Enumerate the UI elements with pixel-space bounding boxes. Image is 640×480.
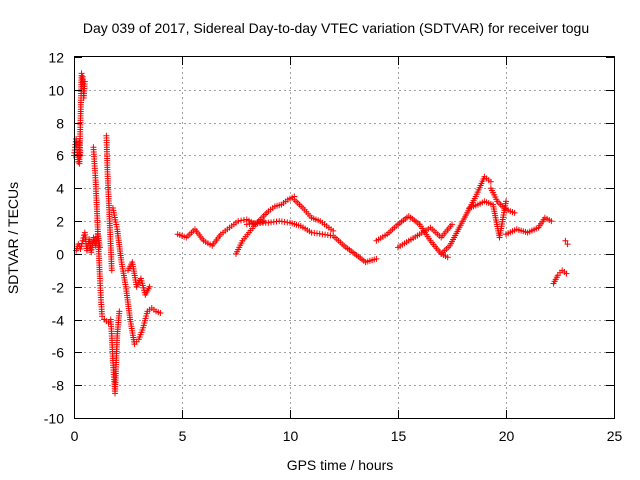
x-tick-label: 25: [607, 428, 623, 444]
data-point: [548, 218, 555, 225]
data-point: [99, 313, 106, 320]
ticks: [74, 57, 615, 419]
data-point: [146, 283, 153, 290]
y-tick-label: 0: [56, 247, 64, 263]
y-tick-label: 6: [56, 148, 64, 164]
chart-title: Day 039 of 2017, Sidereal Day-to-day VTE…: [83, 20, 589, 36]
y-tick-labels: -10 -8 -6 -4 -2 0 2 4 6 8 10 12: [44, 50, 64, 427]
y-tick-label: -2: [52, 280, 65, 296]
y-tick-label: -8: [52, 378, 65, 394]
data-point: [108, 267, 115, 274]
x-tick-label: 0: [71, 428, 79, 444]
y-tick-label: 12: [48, 50, 64, 66]
data-point: [81, 78, 88, 85]
data-point: [503, 198, 509, 205]
points: [71, 70, 571, 397]
data-point: [449, 221, 455, 228]
data-point: [240, 216, 247, 223]
y-tick-label: -10: [44, 411, 64, 427]
data-point: [157, 309, 164, 316]
data-point: [79, 237, 86, 244]
x-axis-label: GPS time / hours: [287, 457, 394, 473]
x-tick-labels: 0 5 10 15 20 25: [71, 428, 623, 444]
x-tick-label: 15: [391, 428, 407, 444]
plot-frame: [74, 56, 615, 419]
x-tick-label: 5: [179, 428, 187, 444]
y-axis-label: SDTVAR / TECUs: [5, 182, 21, 294]
data-point: [487, 178, 494, 185]
y-tick-label: 4: [56, 181, 64, 197]
data-point: [238, 217, 245, 224]
y-tick-label: 10: [48, 83, 64, 99]
y-tick-label: -6: [52, 345, 65, 361]
grid: [74, 57, 614, 418]
data-point: [373, 255, 380, 262]
data-point: [78, 243, 85, 250]
data-point: [444, 254, 451, 261]
data-point: [511, 209, 518, 216]
y-tick-label: -4: [52, 313, 65, 329]
data-point: [563, 270, 570, 277]
data-point: [90, 234, 97, 241]
y-tick-label: 2: [56, 214, 64, 230]
x-tick-label: 10: [283, 428, 299, 444]
data-point: [77, 245, 84, 252]
data-point: [235, 218, 242, 225]
data-point: [78, 70, 85, 77]
data-point: [564, 241, 571, 248]
x-tick-label: 20: [499, 428, 515, 444]
data-point: [562, 237, 569, 244]
data-point: [116, 308, 123, 315]
y-tick-label: 8: [56, 116, 64, 132]
